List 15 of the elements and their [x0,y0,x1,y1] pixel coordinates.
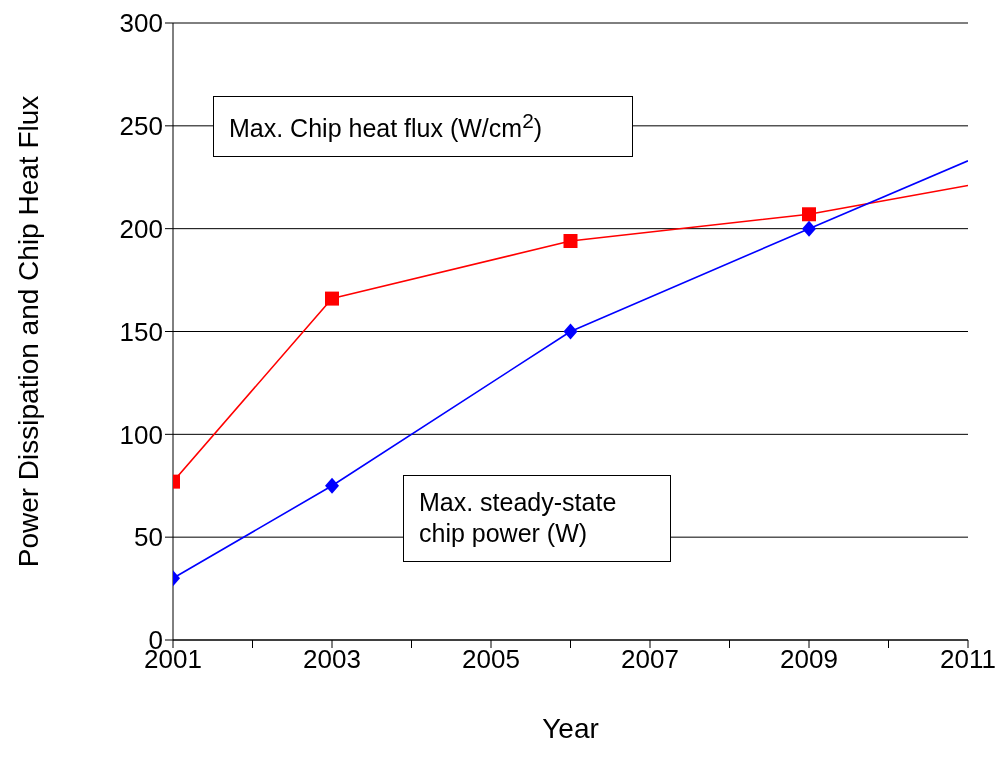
y-tick-label: 100 [119,419,163,450]
x-tick-label: 2005 [462,644,520,675]
y-tick-label: 300 [119,8,163,39]
y-tick-label: 150 [119,316,163,347]
y-tick-label: 50 [134,522,163,553]
annotation: Max. steady-state chip power (W) [419,488,617,548]
x-tick-label: 2011 [940,644,996,675]
x-axis-title: Year [542,713,599,744]
x-tick-label: 2009 [780,644,838,675]
y-axis-title: Power Dissipation and Chip Heat Flux [12,95,44,568]
x-tick-label: 2007 [621,644,679,675]
annotation: Max. Chip heat flux (W/cm$^{2}$) [229,109,543,143]
y-tick-label: 200 [119,213,163,244]
x-tick-label: 2003 [303,644,361,675]
y-tick-label: 250 [119,111,163,142]
